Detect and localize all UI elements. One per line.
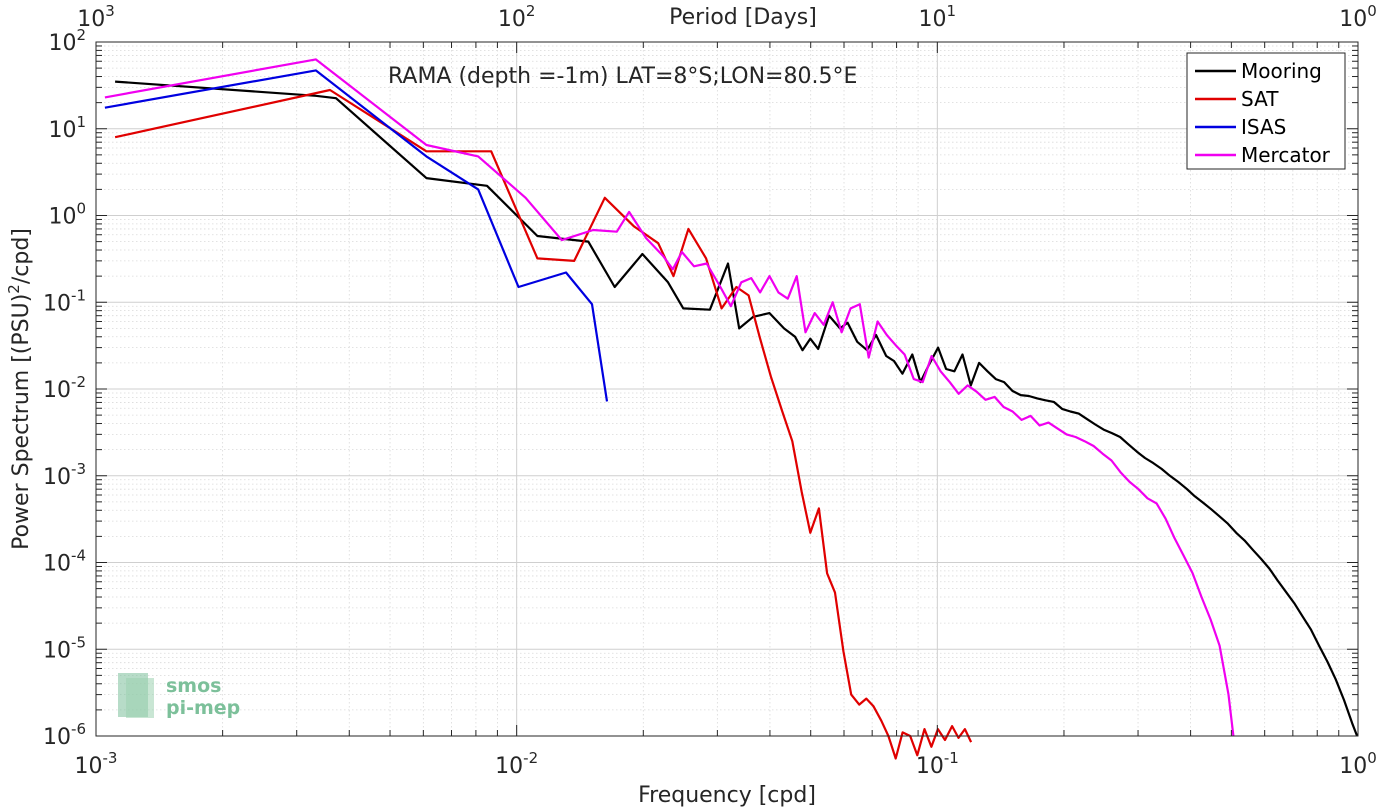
y-tick-label: 10-5 — [43, 633, 86, 663]
y-axis-label-sup: 2 — [5, 284, 23, 294]
y-axis-label-main: Power Spectrum [(PSU) — [9, 294, 34, 550]
legend-label-isas: ISAS — [1241, 115, 1286, 139]
top-tick-label: 102 — [498, 2, 536, 32]
y-tick-label: 10-1 — [43, 286, 86, 316]
logo-mark-back — [126, 678, 154, 718]
top-tick-label: 101 — [919, 2, 957, 32]
y-axis-label-tail: /cpd] — [9, 228, 34, 284]
series-line-isas — [104, 69, 609, 402]
legend-label-sat: SAT — [1241, 87, 1279, 111]
y-tick-label: 10-4 — [43, 547, 86, 577]
y-tick-label: 10-3 — [43, 460, 86, 490]
y-tick-label: 100 — [48, 200, 86, 230]
y-axis-label: Power Spectrum [(PSU)2/cpd] — [5, 228, 34, 550]
x-tick-label: 10-3 — [75, 749, 118, 779]
x-tick-label: 10-2 — [495, 749, 538, 779]
smos-pi-mep-logo: smos pi-mep — [118, 673, 240, 719]
series-line-mercator — [104, 58, 1235, 737]
legend-label-mercator: Mercator — [1241, 143, 1331, 167]
x-tick-label: 10-1 — [916, 749, 959, 779]
logo-text-pimep: pi-mep — [166, 697, 240, 719]
y-tick-label: 102 — [48, 26, 86, 56]
axis-ticks — [95, 41, 1359, 737]
y-tick-label: 101 — [48, 113, 86, 143]
logo-text-smos: smos — [166, 675, 221, 697]
y-tick-label: 10-2 — [43, 373, 86, 403]
legend-box — [1186, 52, 1346, 170]
chart-title: RAMA (depth =-1m) LAT=8°S;LON=80.5°E — [388, 64, 857, 89]
legend-label-mooring: Mooring — [1241, 59, 1322, 83]
y-tick-label: 10-6 — [43, 720, 86, 750]
series-layer — [104, 58, 1359, 760]
top-tick-label: 103 — [77, 2, 115, 32]
top-axis-label: Period [Days] — [669, 5, 817, 30]
legend: Mooring SAT ISAS Mercator — [1186, 52, 1346, 170]
x-tick-label: 100 — [1339, 749, 1377, 779]
series-line-sat — [114, 88, 973, 760]
top-tick-label: 100 — [1339, 2, 1377, 32]
x-axis-label: Frequency [cpd] — [638, 783, 816, 808]
